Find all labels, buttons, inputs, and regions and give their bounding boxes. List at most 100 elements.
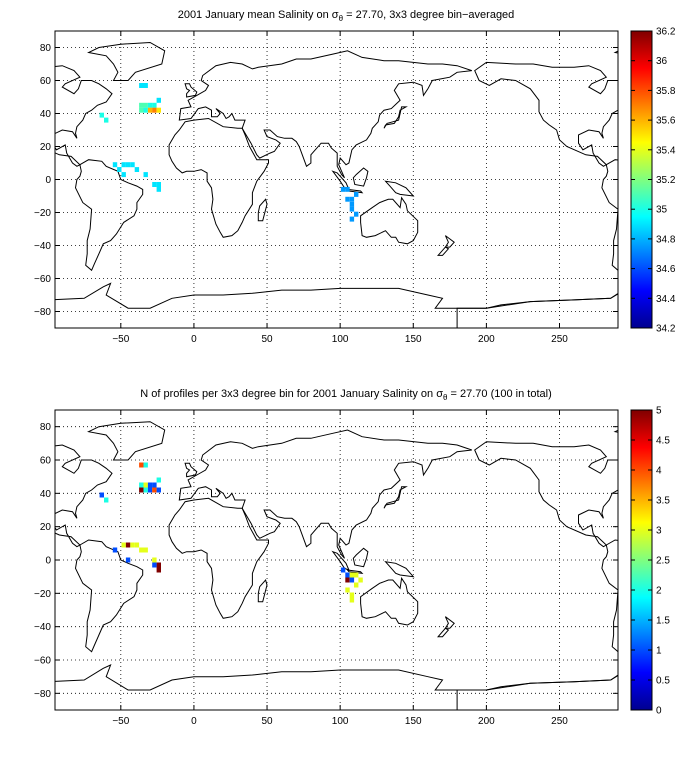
bin-cell	[350, 207, 354, 212]
colorbar-tick-label: 35.8	[656, 86, 676, 97]
y-tick-label: 60	[40, 76, 52, 87]
colorbar-tick-label: 1	[656, 646, 662, 657]
colorbar-tick-label: 3.5	[656, 496, 670, 507]
x-tick-label: 200	[478, 334, 495, 345]
y-tick-label: 80	[40, 422, 52, 433]
y-tick-label: −40	[34, 622, 51, 633]
bin-cell	[350, 598, 354, 603]
coastline	[353, 548, 368, 566]
bin-cell	[144, 463, 148, 468]
bin-cell	[148, 103, 152, 108]
bin-cell	[126, 162, 130, 167]
bin-cell	[345, 187, 349, 192]
y-tick-label: 40	[40, 109, 52, 120]
bin-cell	[350, 578, 354, 583]
bin-cell	[144, 103, 148, 108]
y-tick-label: 80	[40, 43, 52, 54]
x-tick-label: 250	[551, 334, 568, 345]
coastline	[445, 236, 454, 248]
coastline	[179, 51, 472, 178]
bin-cell	[350, 202, 354, 207]
coastline	[615, 43, 691, 81]
bin-cell	[358, 578, 362, 583]
bin-cell	[130, 543, 134, 548]
bin-cell	[157, 563, 161, 568]
bin-cell	[100, 493, 104, 498]
colorbar-tick-label: 35.4	[656, 145, 676, 156]
y-tick-label: −60	[34, 656, 51, 667]
bin-cell	[148, 108, 152, 113]
bin-cell	[117, 167, 121, 172]
bin-cell	[126, 558, 130, 563]
y-tick-label: −80	[34, 307, 51, 318]
colorbar-tick-label: 4	[656, 466, 662, 477]
bin-cell	[157, 98, 161, 103]
y-tick-label: 20	[40, 522, 52, 533]
y-tick-label: −20	[34, 208, 51, 219]
coastline	[353, 168, 368, 186]
coastline	[0, 62, 112, 166]
colorbar-tick-label: 35	[656, 205, 668, 216]
colorbar-tick-label: 1.5	[656, 616, 670, 627]
bin-cell	[139, 108, 143, 113]
y-tick-label: 0	[45, 556, 51, 567]
bin-cell	[152, 488, 156, 493]
bin-cell	[157, 108, 161, 113]
coastline-map	[0, 422, 696, 710]
bin-cell	[157, 478, 161, 483]
coastline	[179, 430, 472, 558]
bin-cell	[152, 103, 156, 108]
colorbar-tick-label: 2.5	[656, 556, 670, 567]
bin-cell	[157, 187, 161, 192]
coastline	[475, 62, 639, 166]
y-tick-label: −80	[34, 689, 51, 700]
bin-cell	[139, 548, 143, 553]
x-tick-label: 50	[261, 334, 273, 345]
bin-cell	[139, 488, 143, 493]
bin-cell	[152, 182, 156, 187]
bin-cell	[345, 588, 349, 593]
coastline	[0, 283, 696, 328]
bin-cell	[122, 162, 126, 167]
coastline	[386, 181, 414, 196]
y-tick-label: 40	[40, 489, 52, 500]
colorbar-tick-label: 3	[656, 526, 662, 537]
y-tick-label: −60	[34, 274, 51, 285]
coastline	[0, 442, 112, 547]
bin-cell	[148, 483, 152, 488]
y-tick-label: −20	[34, 589, 51, 600]
x-tick-label: 200	[478, 716, 495, 727]
bin-cell	[350, 197, 354, 202]
coastline	[169, 119, 268, 238]
x-tick-label: −50	[112, 716, 129, 727]
salinity-panel: 2001 January mean Salinity on σθ = 27.70…	[0, 9, 696, 345]
y-tick-label: −40	[34, 241, 51, 252]
colorbar-tick-label: 0	[656, 706, 662, 717]
bin-cell	[122, 172, 126, 177]
coastline	[438, 628, 448, 636]
coastline	[386, 562, 414, 577]
coastline	[76, 160, 143, 271]
bin-cell	[144, 83, 148, 88]
y-tick-label: 0	[45, 175, 51, 186]
bin-cell	[354, 212, 358, 217]
bin-cell	[152, 563, 156, 568]
coastline	[361, 578, 418, 625]
bin-cell	[354, 583, 358, 588]
coastline	[89, 422, 165, 460]
colorbar-tick-label: 36	[656, 56, 668, 67]
bin-cell	[350, 573, 354, 578]
bin-cell	[148, 488, 152, 493]
map-gridlines	[55, 31, 618, 328]
coastline	[361, 198, 418, 244]
colorbar-tick-label: 35.2	[656, 175, 676, 186]
y-tick-label: 20	[40, 142, 52, 153]
colorbar-tick-label: 34.6	[656, 264, 676, 275]
bin-cell	[350, 217, 354, 222]
bin-cell	[341, 187, 345, 192]
bin-cell	[144, 483, 148, 488]
colorbar-tick-label: 0.5	[656, 676, 670, 687]
panel-title: 2001 January mean Salinity on σθ = 27.70…	[178, 9, 515, 23]
